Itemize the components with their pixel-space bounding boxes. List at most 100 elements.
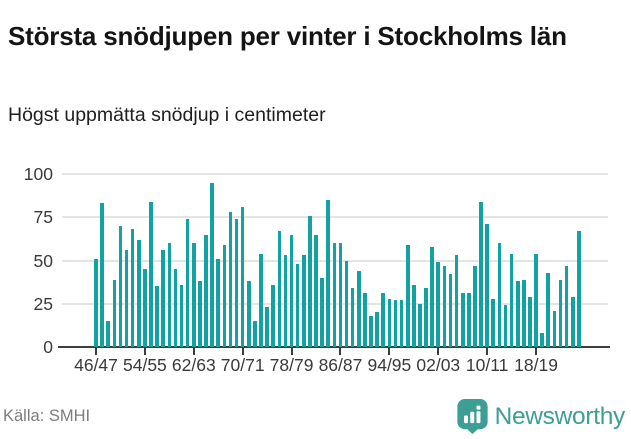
bar bbox=[308, 215, 312, 347]
bar bbox=[363, 293, 367, 347]
y-axis-label: 100 bbox=[23, 164, 53, 184]
bar bbox=[570, 296, 575, 347]
bar bbox=[228, 212, 233, 347]
bar bbox=[564, 265, 569, 347]
bar bbox=[467, 293, 471, 347]
gridline bbox=[62, 216, 608, 219]
bar bbox=[265, 307, 269, 347]
bar bbox=[448, 274, 453, 347]
bar bbox=[185, 218, 190, 347]
bar bbox=[479, 201, 483, 347]
bar bbox=[283, 255, 288, 347]
gridline bbox=[62, 173, 608, 175]
bar bbox=[326, 199, 331, 347]
bar bbox=[491, 298, 496, 347]
newsworthy-badge-icon bbox=[456, 399, 488, 434]
bar bbox=[387, 298, 392, 347]
bar bbox=[130, 229, 135, 347]
bar bbox=[277, 231, 282, 347]
x-axis-label: 54/55 bbox=[122, 355, 167, 375]
bar bbox=[344, 260, 349, 347]
bar bbox=[509, 253, 514, 347]
bar bbox=[460, 293, 465, 347]
bar bbox=[179, 284, 184, 347]
bar bbox=[295, 263, 300, 347]
bar bbox=[240, 206, 245, 347]
newsworthy-brand-text: Newsworthy bbox=[494, 402, 626, 430]
bar bbox=[167, 243, 172, 347]
chart-subtitle: Högst uppmätta snödjup i centimeter bbox=[8, 104, 326, 126]
bar bbox=[118, 225, 123, 347]
x-axis-tick bbox=[241, 348, 244, 355]
bar bbox=[320, 277, 324, 347]
bar bbox=[155, 286, 159, 347]
bar bbox=[528, 296, 532, 347]
bar bbox=[375, 312, 379, 347]
bar-chart-canvas: 0 25 50 75 100 46/47 54/55 62/63 70/71 78/79 86/87… bbox=[0, 160, 631, 405]
x-axis-label: 62/63 bbox=[171, 355, 216, 375]
x-axis-tick bbox=[290, 348, 293, 355]
x-axis-label: 02/03 bbox=[416, 355, 461, 375]
x-axis-tick bbox=[388, 348, 391, 355]
newsworthy-logo[interactable]: Newsworthy bbox=[456, 399, 626, 434]
bar bbox=[577, 231, 581, 347]
bar bbox=[430, 246, 434, 347]
bar bbox=[143, 269, 147, 347]
bar bbox=[540, 333, 544, 347]
bar bbox=[253, 321, 257, 347]
source-text: Källa: SMHI bbox=[3, 407, 91, 425]
bar bbox=[424, 288, 428, 347]
bar bbox=[106, 321, 111, 347]
bar bbox=[216, 258, 221, 347]
bar bbox=[350, 288, 355, 347]
bar bbox=[149, 201, 153, 347]
bar bbox=[302, 255, 306, 347]
bar bbox=[405, 244, 410, 347]
bar bbox=[259, 253, 263, 347]
bar bbox=[412, 284, 416, 347]
bar bbox=[124, 250, 129, 347]
bar bbox=[338, 243, 343, 347]
x-axis-tick bbox=[339, 348, 342, 355]
x-axis-label: 78/79 bbox=[269, 355, 314, 375]
bar bbox=[247, 281, 251, 347]
bar bbox=[418, 303, 422, 347]
bar bbox=[191, 243, 196, 347]
x-axis-label: 70/71 bbox=[220, 355, 265, 375]
bar bbox=[515, 281, 520, 347]
bar bbox=[485, 224, 489, 347]
bar bbox=[497, 243, 502, 347]
bar bbox=[173, 269, 178, 347]
bar bbox=[369, 315, 373, 347]
bar bbox=[314, 234, 318, 347]
x-axis-label: 86/87 bbox=[318, 355, 363, 375]
bar bbox=[436, 262, 441, 347]
bar bbox=[289, 234, 294, 347]
bar bbox=[332, 243, 337, 347]
bar bbox=[534, 253, 538, 347]
x-axis-tick bbox=[535, 348, 538, 355]
x-axis-label: 46/47 bbox=[74, 355, 118, 375]
chart-title: Största snödjupen per vinter i Stockholm… bbox=[8, 21, 567, 52]
x-axis-tick bbox=[486, 348, 489, 355]
bar bbox=[136, 239, 141, 347]
y-axis-label: 0 bbox=[43, 337, 53, 357]
x-axis-label: 10/11 bbox=[465, 355, 509, 375]
bar bbox=[522, 279, 526, 347]
x-axis-tick bbox=[192, 348, 195, 355]
bar bbox=[473, 265, 477, 347]
bar bbox=[94, 258, 98, 347]
y-axis-label: 50 bbox=[33, 250, 53, 271]
y-axis-label: 25 bbox=[33, 293, 53, 314]
bar bbox=[234, 218, 239, 347]
bar bbox=[204, 234, 208, 347]
x-axis-tick bbox=[143, 348, 146, 355]
bar bbox=[393, 300, 398, 347]
x-axis-tick bbox=[437, 348, 440, 355]
bar bbox=[381, 293, 386, 347]
y-axis-label: 75 bbox=[33, 207, 53, 228]
bar bbox=[357, 270, 361, 347]
bar bbox=[271, 284, 276, 347]
bar bbox=[198, 281, 202, 347]
bar bbox=[552, 310, 557, 347]
